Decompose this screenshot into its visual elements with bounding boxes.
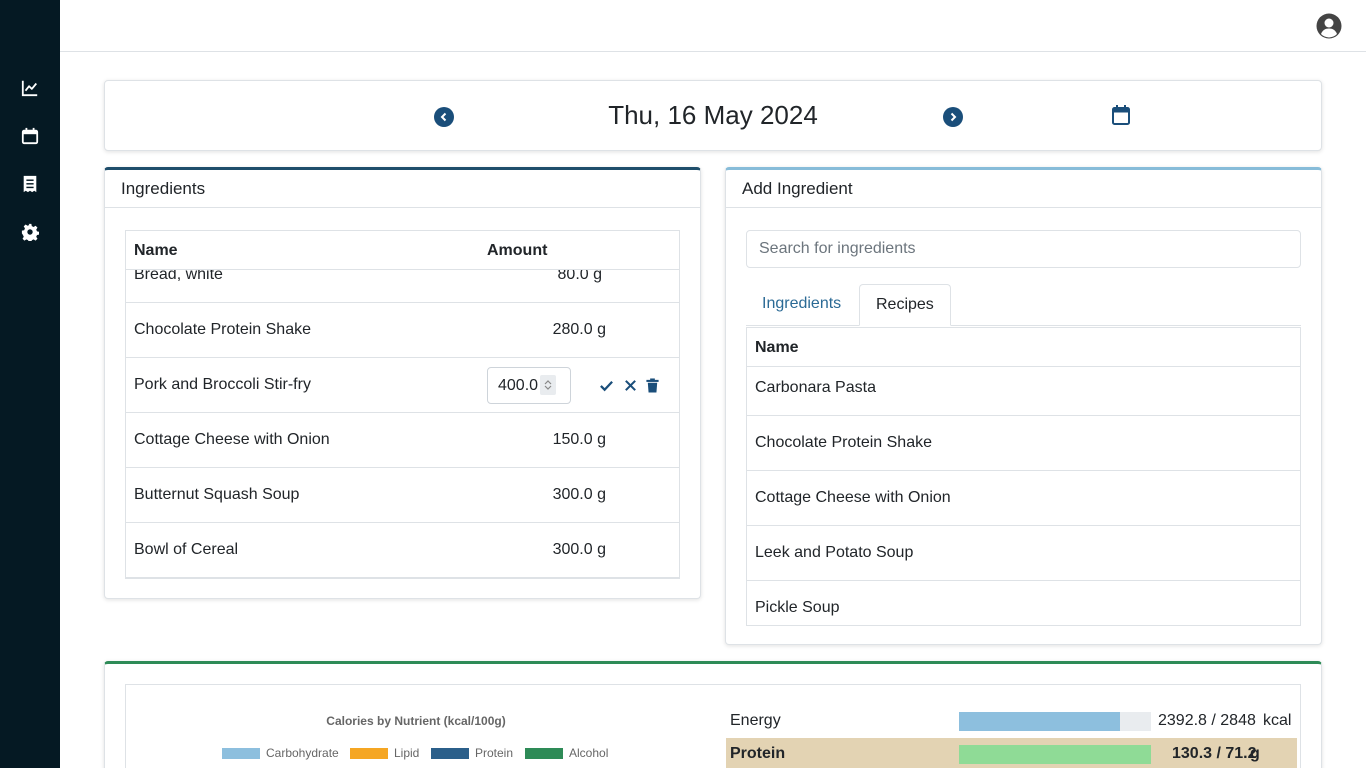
ingredient-name: Chocolate Protein Shake [134,321,311,338]
ingredient-amount: 280.0 g [552,321,606,338]
ingredient-name: Cottage Cheese with Onion [134,431,330,448]
chart-title: Calories by Nutrient (kcal/100g) [326,714,506,728]
column-header-name: Name [134,242,178,259]
legend-item[interactable]: Lipid [350,746,419,760]
trash-icon[interactable] [644,377,660,393]
table-row[interactable]: Bowl of Cereal 300.0 g [126,523,679,578]
column-header-name: Name [755,339,799,356]
main-content: Thu, 16 May 2024 Ingredients Name Amount… [60,52,1366,768]
nutrient-label: Energy [730,712,781,729]
tab-bar: Ingredients Recipes [746,284,1301,326]
prev-day-button[interactable] [434,107,454,127]
legend-label: Alcohol [569,746,609,760]
add-ingredient-title: Add Ingredient [726,170,1321,208]
nutrient-value: 2392.8 / 2848 [1158,712,1256,729]
calendar-picker-button[interactable] [1112,105,1132,127]
next-day-button[interactable] [943,107,963,127]
nutrient-progress-bar [959,745,1151,764]
date-navigation-card: Thu, 16 May 2024 [104,80,1322,151]
recipe-name: Chocolate Protein Shake [755,434,932,451]
check-icon[interactable] [598,377,614,393]
nutrient-progress-track [959,712,1151,731]
ingredients-card-title: Ingredients [105,170,700,208]
list-item[interactable]: Carbonara Pasta [747,367,1300,416]
add-ingredient-card: Add Ingredient Ingredients Recipes Name … [725,167,1322,645]
table-row[interactable]: Cottage Cheese with Onion 150.0 g [126,413,679,468]
nutrients-panel: Calories by Nutrient (kcal/100g) Carbohy… [125,684,1301,768]
ingredient-amount: 300.0 g [552,486,606,503]
nutrient-unit: g [1250,745,1260,762]
recipe-name: Pickle Soup [755,599,840,616]
nutrient-progress-bar [959,712,1121,731]
tab-recipes[interactable]: Recipes [859,284,951,326]
list-item[interactable]: Pickle Soup [747,581,1300,625]
ingredient-name: Bread, white [134,266,223,283]
calendar-icon [1112,105,1130,125]
ingredient-name: Butternut Squash Soup [134,486,300,503]
table-row[interactable]: Butternut Squash Soup 300.0 g [126,468,679,523]
user-circle-icon[interactable] [1316,13,1342,39]
list-item[interactable]: Leek and Potato Soup [747,526,1300,581]
list-item[interactable]: Cottage Cheese with Onion [747,471,1300,526]
recipe-name: Cottage Cheese with Onion [755,489,951,506]
amount-spinner[interactable] [540,375,556,395]
top-bar [60,0,1366,52]
amount-input[interactable] [487,367,571,404]
table-header: Name Amount [126,231,679,270]
search-input[interactable] [746,230,1301,268]
recipe-name: Leek and Potato Soup [755,544,914,561]
nutrient-row-protein: Protein 130.3 / 71.2 g [726,738,1297,768]
ingredient-name: Pork and Broccoli Stir-fry [134,376,311,393]
nutrient-row-energy: Energy 2392.8 / 2848 kcal [726,705,1297,735]
legend-item[interactable]: Carbohydrate [222,746,339,760]
receipt-icon[interactable] [20,174,40,194]
nutrient-value: 130.3 / 71.2 [1172,745,1257,762]
ingredient-amount: 80.0 g [557,266,602,283]
legend-label: Protein [475,746,514,760]
recipe-name: Carbonara Pasta [755,379,876,396]
legend-swatch [350,747,388,759]
ingredients-card: Ingredients Name Amount Bread, white 80.… [104,167,701,599]
table-row[interactable]: Chocolate Protein Shake 280.0 g [126,303,679,358]
legend-swatch [525,747,563,759]
list-item[interactable]: Chocolate Protein Shake [747,416,1300,471]
chevron-left-icon [440,112,447,122]
ingredient-amount: 150.0 g [552,431,606,448]
chevron-right-icon [950,112,957,122]
nutrient-progress-track [959,745,1151,764]
ingredients-table[interactable]: Name Amount Bread, white 80.0 g Chocolat… [125,230,680,579]
ingredient-amount: 300.0 g [552,541,606,558]
spin-up-icon[interactable] [544,380,552,385]
nutrient-unit: kcal [1263,712,1292,729]
legend-label: Carbohydrate [266,746,339,760]
table-row[interactable]: Bread, white 80.0 g [126,248,679,303]
legend-item[interactable]: Alcohol [525,746,608,760]
chart-line-icon[interactable] [20,78,40,98]
tab-ingredients[interactable]: Ingredients [762,295,842,312]
calendar-icon[interactable] [20,126,40,146]
nutrient-label: Protein [730,745,786,762]
column-header-amount: Amount [487,242,548,259]
ingredient-name: Bowl of Cereal [134,541,239,558]
spin-down-icon[interactable] [544,385,552,390]
recipes-table[interactable]: Name Carbonara Pasta Chocolate Protein S… [746,327,1301,626]
legend-swatch [431,747,469,759]
legend-swatch [222,747,260,759]
nutrients-card: Calories by Nutrient (kcal/100g) Carbohy… [104,661,1322,768]
legend-label: Lipid [394,746,420,760]
sidebar [0,0,60,768]
legend-item[interactable]: Protein [431,746,513,760]
table-header: Name [747,328,1300,367]
current-date: Thu, 16 May 2024 [608,100,818,130]
times-icon[interactable] [622,377,638,393]
table-row-editing[interactable]: Pork and Broccoli Stir-fry [126,358,679,413]
gear-icon[interactable] [20,222,40,242]
